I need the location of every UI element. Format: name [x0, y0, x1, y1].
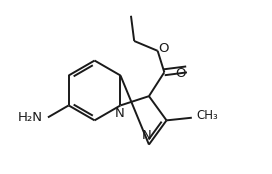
Text: N: N — [142, 129, 152, 142]
Text: O: O — [158, 42, 169, 55]
Text: O: O — [175, 67, 186, 80]
Text: CH₃: CH₃ — [196, 109, 218, 122]
Text: N: N — [115, 107, 124, 120]
Text: H₂N: H₂N — [18, 111, 43, 124]
